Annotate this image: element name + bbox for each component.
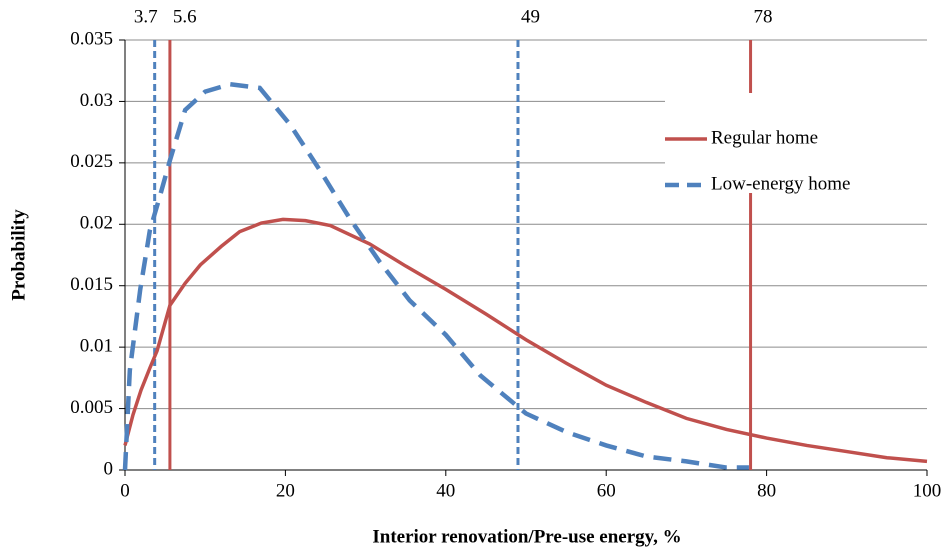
x-tick-label: 60 xyxy=(597,480,616,501)
marker-label: 78 xyxy=(754,6,773,27)
legend-label: Low-energy home xyxy=(711,173,850,194)
x-tick-label: 40 xyxy=(436,480,455,501)
x-tick-label: 20 xyxy=(276,480,295,501)
marker-label: 49 xyxy=(521,6,540,27)
x-tick-label: 0 xyxy=(120,480,130,501)
y-tick-label: 0.035 xyxy=(70,28,113,49)
y-tick-label: 0.01 xyxy=(80,336,113,357)
marker-label: 5.6 xyxy=(173,6,197,27)
y-tick-label: 0.015 xyxy=(70,274,113,295)
x-axis-title: Interior renovation/Pre-use energy, % xyxy=(372,526,681,547)
data-line xyxy=(122,81,749,471)
y-tick-label: 0.03 xyxy=(80,90,113,111)
y-tick-label: 0.02 xyxy=(80,213,113,234)
y-tick-label: 0.005 xyxy=(70,397,113,418)
legend-box xyxy=(665,93,927,193)
y-tick-label: 0.025 xyxy=(70,151,113,172)
x-tick-label: 100 xyxy=(913,480,942,501)
x-tick-label: 80 xyxy=(757,480,776,501)
y-axis-title: Probability xyxy=(8,209,29,301)
y-tick-label: 0 xyxy=(104,458,114,479)
marker-label: 3.7 xyxy=(134,6,158,27)
data-line xyxy=(123,217,928,464)
legend-label: Regular home xyxy=(711,127,818,148)
